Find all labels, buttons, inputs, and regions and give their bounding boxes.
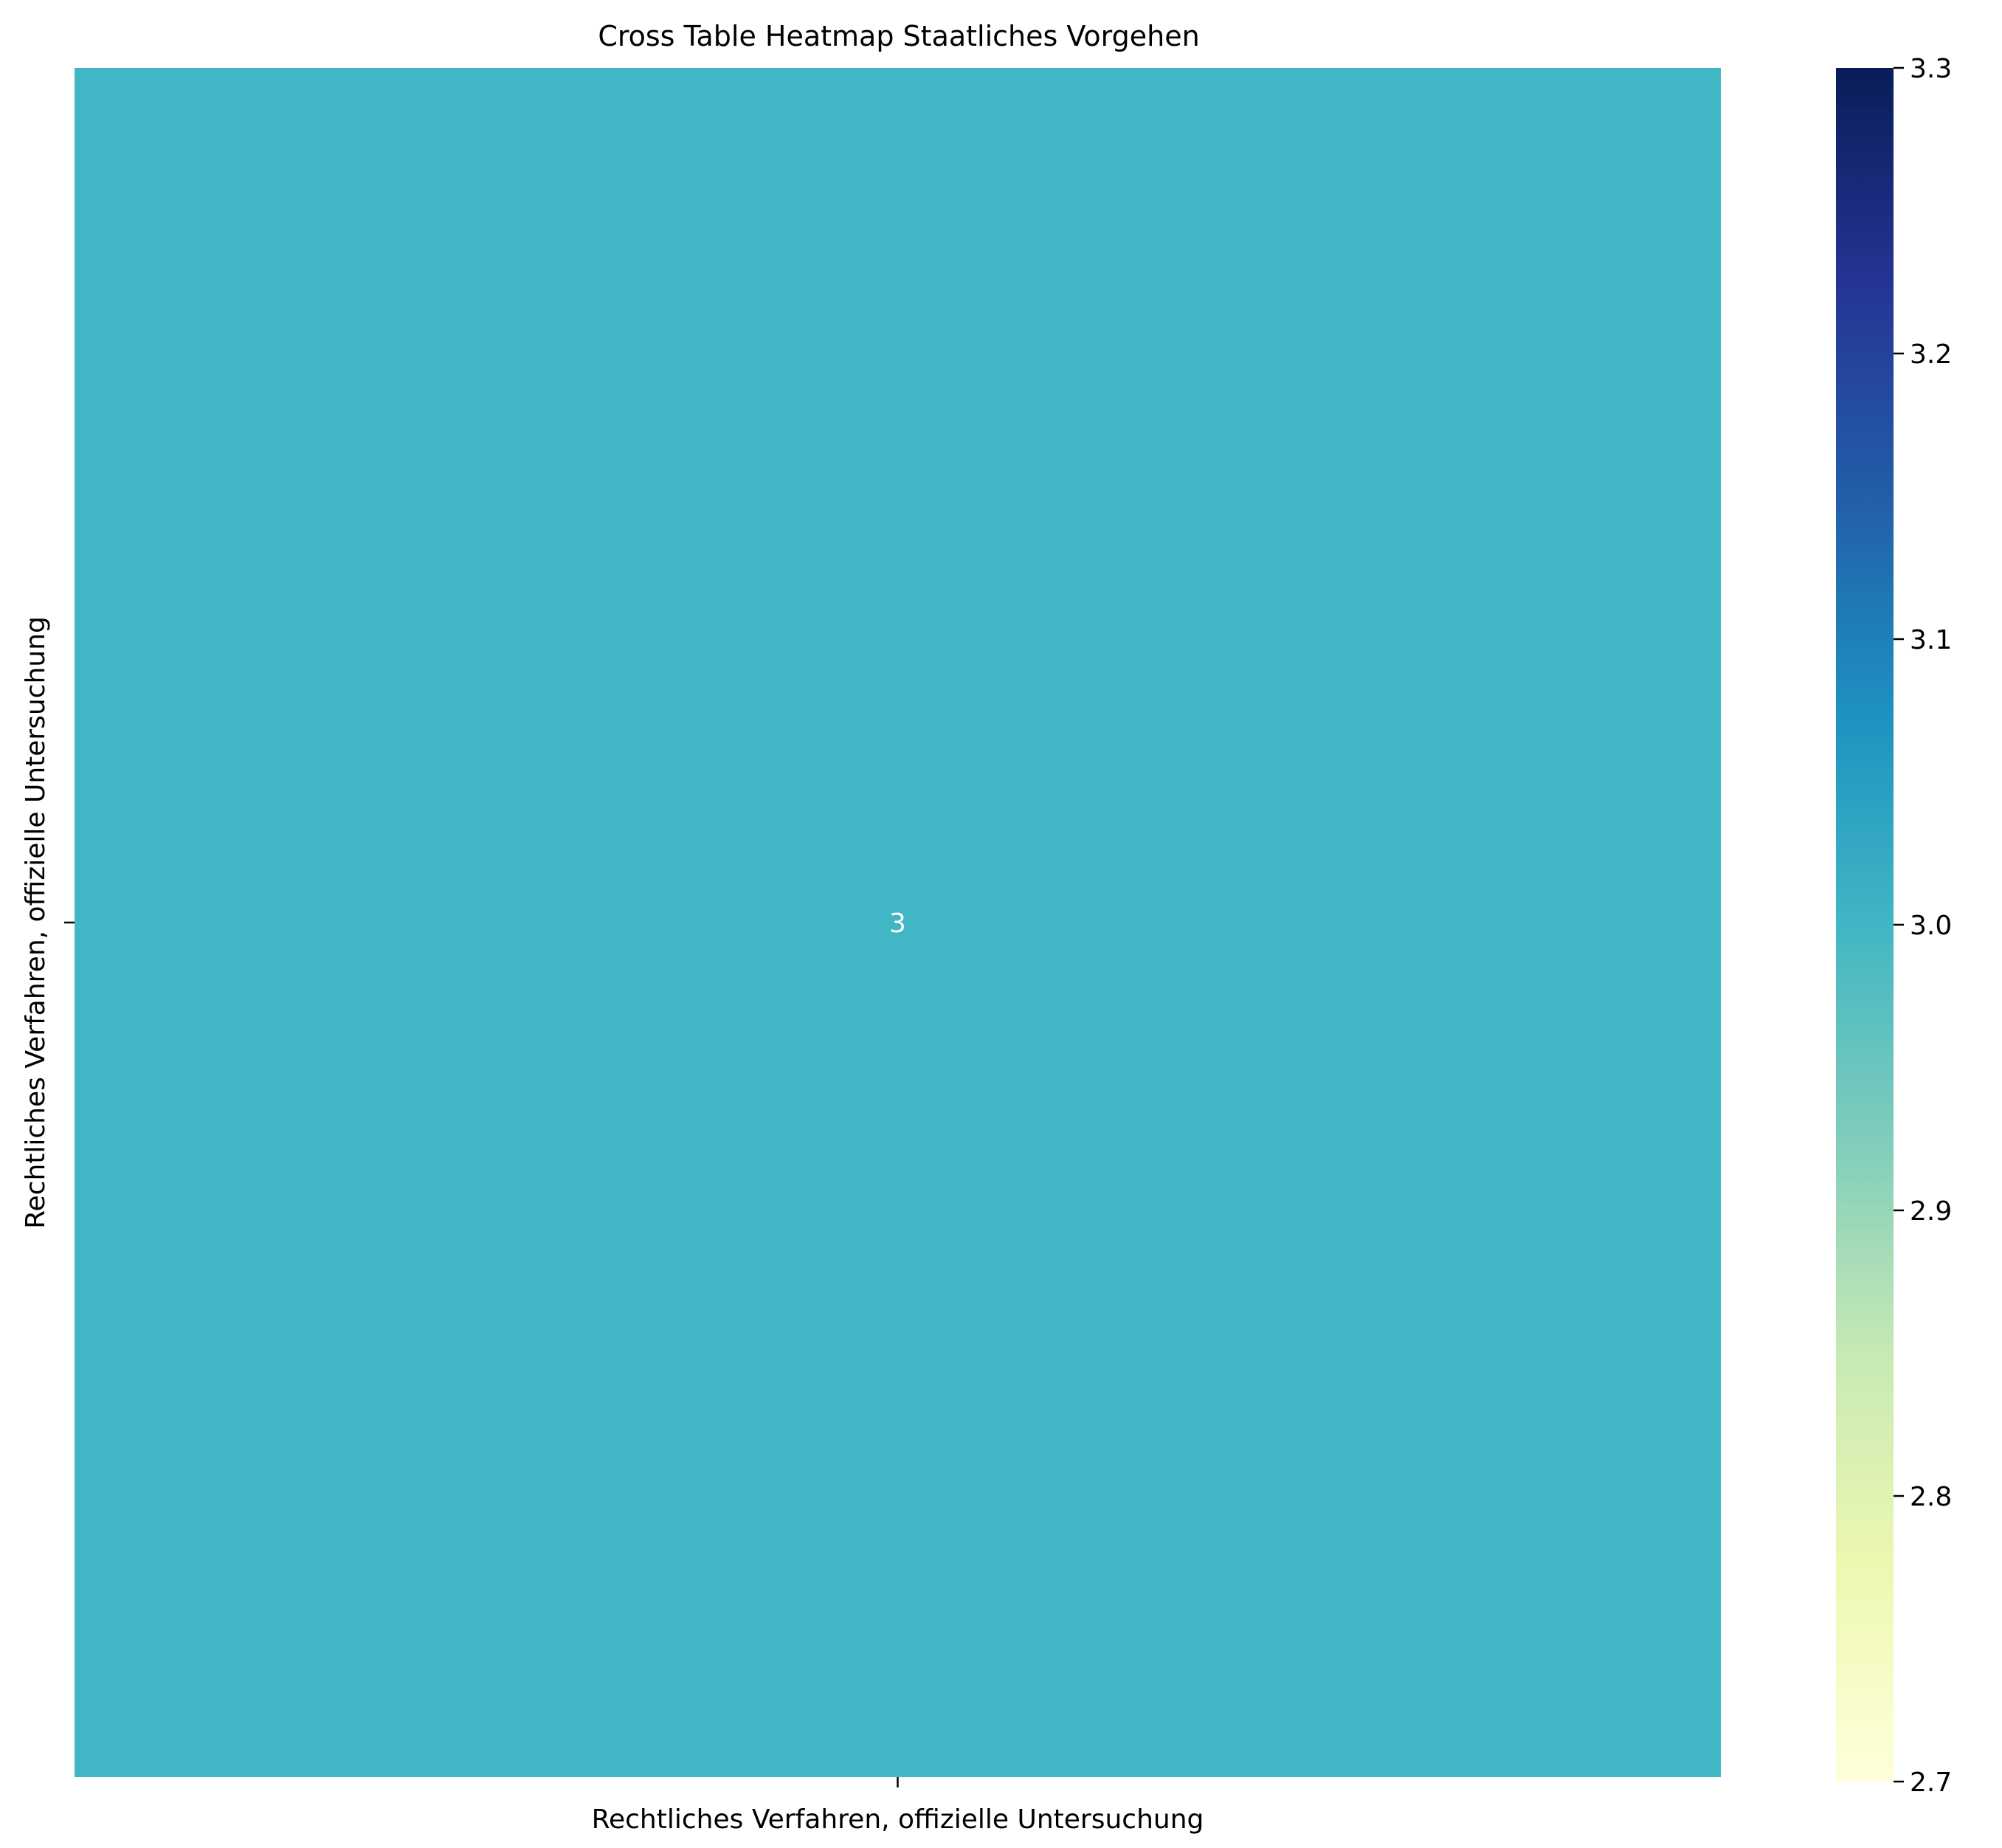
heatmap-axes: Rechtliches Verfahren, offizielle Unters… <box>21 616 1204 1835</box>
colorbar-tick-label: 2.8 <box>1910 1482 1952 1512</box>
colorbar-tick-label: 3.2 <box>1910 339 1952 370</box>
colorbar-tick-label: 3.0 <box>1910 911 1952 941</box>
colorbar <box>1836 68 1894 1782</box>
colorbar-tick-label: 3.3 <box>1910 54 1952 84</box>
y-tick-label: Rechtliches Verfahren, offizielle Unters… <box>21 616 51 1229</box>
chart-title: Cross Table Heatmap Staatliches Vorgehen <box>598 20 1199 52</box>
x-tick-label: Rechtliches Verfahren, offizielle Unters… <box>592 1804 1204 1835</box>
cell-annotation: 3 <box>889 909 906 939</box>
heatmap-cells: 3 <box>75 68 1721 1777</box>
colorbar-tick-label: 2.9 <box>1910 1196 1952 1227</box>
colorbar-tick-label: 3.1 <box>1910 625 1952 655</box>
heatmap-cell <box>75 68 1721 1777</box>
colorbar-tick-label: 2.7 <box>1910 1768 1952 1798</box>
colorbar-ticks: 2.7 2.8 2.9 3.0 3.1 3.2 3.3 <box>1894 54 1952 1798</box>
